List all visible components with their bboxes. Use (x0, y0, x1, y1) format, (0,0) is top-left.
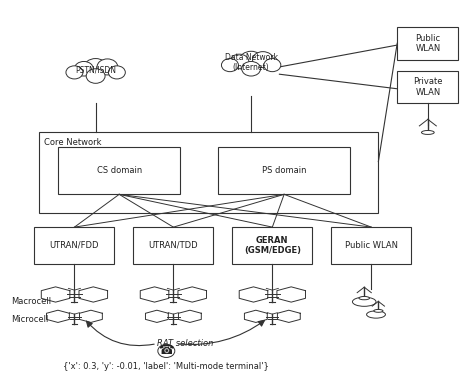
Circle shape (221, 59, 238, 72)
FancyBboxPatch shape (218, 147, 350, 194)
Ellipse shape (421, 131, 434, 134)
Text: {'x': 0.3, 'y': -0.01, 'label': 'Multi-mode terminal'}: {'x': 0.3, 'y': -0.01, 'label': 'Multi-m… (64, 362, 269, 371)
Text: UTRAN/TDD: UTRAN/TDD (148, 241, 198, 250)
FancyBboxPatch shape (397, 27, 458, 60)
Text: PS domain: PS domain (262, 166, 306, 175)
Circle shape (239, 51, 263, 69)
Text: GERAN
(GSM/EDGE): GERAN (GSM/EDGE) (244, 236, 301, 255)
Circle shape (264, 59, 281, 72)
Circle shape (74, 62, 93, 76)
Text: CS domain: CS domain (97, 166, 142, 175)
Text: Public
WLAN: Public WLAN (415, 34, 440, 53)
Text: Core Network: Core Network (44, 138, 101, 147)
Text: PSTN/ISDN: PSTN/ISDN (75, 65, 116, 74)
Circle shape (66, 66, 83, 79)
Circle shape (109, 66, 125, 79)
Ellipse shape (353, 297, 376, 306)
Text: Data Network
(Internet): Data Network (Internet) (225, 53, 278, 72)
FancyBboxPatch shape (331, 227, 411, 264)
Circle shape (242, 62, 261, 76)
Text: UTRAN/FDD: UTRAN/FDD (50, 241, 99, 250)
Circle shape (230, 54, 249, 69)
Text: Macrocell: Macrocell (11, 297, 51, 306)
Text: Private
WLAN: Private WLAN (413, 77, 443, 97)
Text: ☎: ☎ (158, 344, 174, 357)
FancyBboxPatch shape (39, 132, 378, 213)
FancyBboxPatch shape (58, 147, 181, 194)
Text: Microcell: Microcell (11, 316, 48, 325)
Circle shape (84, 59, 108, 77)
Ellipse shape (359, 297, 370, 300)
Circle shape (253, 51, 273, 68)
FancyBboxPatch shape (35, 227, 115, 264)
Text: RAT selection: RAT selection (157, 339, 213, 348)
Ellipse shape (374, 310, 383, 312)
Circle shape (158, 344, 175, 357)
FancyBboxPatch shape (232, 227, 312, 264)
Ellipse shape (366, 311, 385, 318)
Circle shape (97, 59, 118, 75)
Text: Public WLAN: Public WLAN (345, 241, 398, 250)
FancyBboxPatch shape (133, 227, 213, 264)
FancyBboxPatch shape (397, 70, 458, 103)
Circle shape (86, 69, 105, 83)
